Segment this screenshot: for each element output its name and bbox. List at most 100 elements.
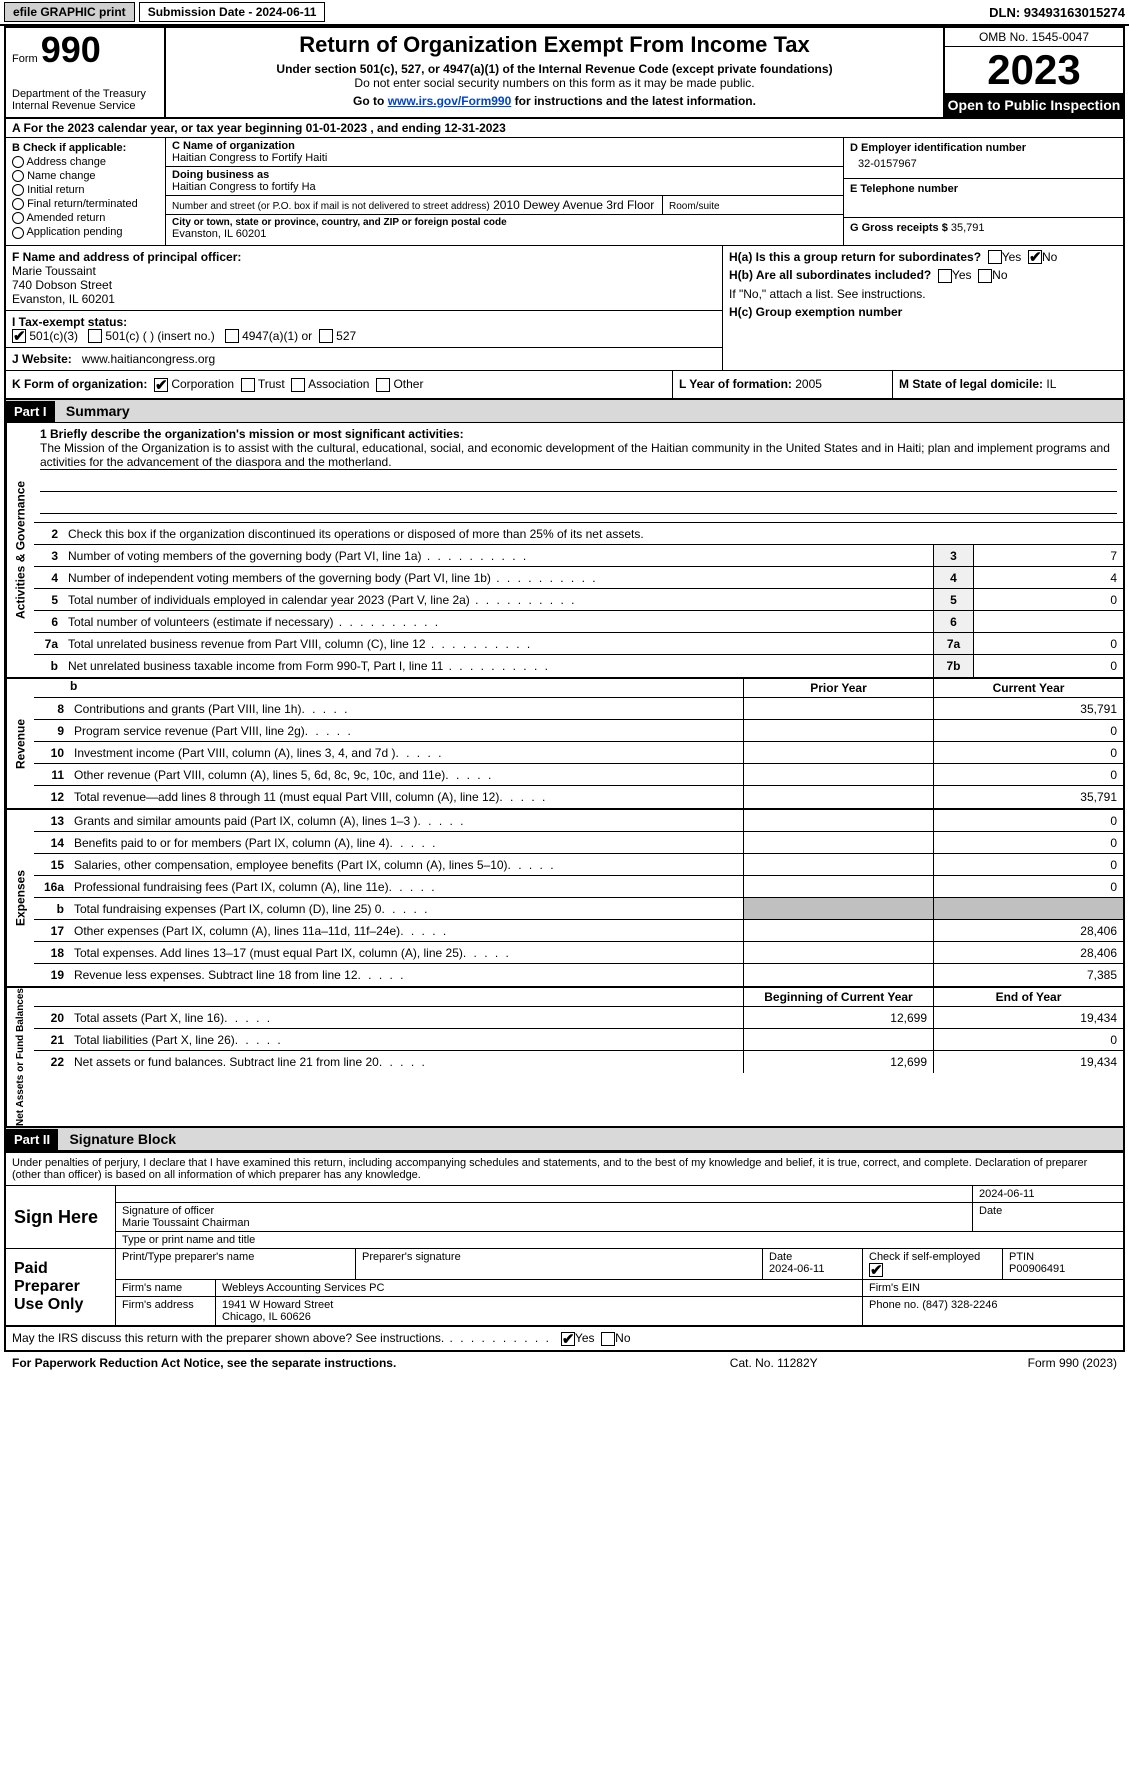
check-final[interactable]: Final return/terminated — [12, 198, 159, 210]
net-row: 21Total liabilities (Part X, line 26)0 — [34, 1029, 1123, 1051]
sig-intro: Under penalties of perjury, I declare th… — [6, 1153, 1123, 1186]
street-label: Number and street (or P.O. box if mail i… — [172, 201, 490, 212]
check-corp[interactable] — [154, 378, 168, 392]
officer-addr2: Evanston, IL 60201 — [12, 292, 115, 306]
dba-name: Haitian Congress to fortify Ha — [172, 181, 316, 193]
topbar: efile GRAPHIC print Submission Date - 20… — [0, 0, 1129, 26]
prep-sig-label: Preparer's signature — [356, 1249, 763, 1279]
check-527[interactable] — [319, 329, 333, 343]
ha-yes[interactable] — [988, 250, 1002, 264]
exp-row: 14Benefits paid to or for members (Part … — [34, 832, 1123, 854]
ha-no[interactable] — [1028, 250, 1042, 264]
check-pending[interactable]: Application pending — [12, 226, 159, 238]
dept-label: Department of the Treasury Internal Reve… — [12, 88, 158, 112]
phone-label: E Telephone number — [850, 183, 1117, 195]
may-irs-no[interactable] — [601, 1332, 615, 1346]
col-begin: Beginning of Current Year — [743, 988, 933, 1006]
subtitle-3: Go to www.irs.gov/Form990 for instructio… — [174, 94, 935, 108]
irs-link[interactable]: www.irs.gov/Form990 — [388, 94, 512, 108]
dba-label: Doing business as — [172, 169, 837, 181]
exp-row: 16aProfessional fundraising fees (Part I… — [34, 876, 1123, 898]
signature-block: Under penalties of perjury, I declare th… — [4, 1153, 1125, 1352]
firm-name-label: Firm's name — [116, 1280, 216, 1296]
side-net: Net Assets or Fund Balances — [6, 988, 34, 1126]
gov-section: Activities & Governance 1 Briefly descri… — [6, 423, 1123, 679]
subtitle-1: Under section 501(c), 527, or 4947(a)(1)… — [174, 62, 935, 76]
firm-addr-label: Firm's address — [116, 1297, 216, 1325]
header-center: Return of Organization Exempt From Incom… — [166, 28, 943, 117]
sig-date-label: Date — [973, 1203, 1123, 1231]
rev-row: 9Program service revenue (Part VIII, lin… — [34, 720, 1123, 742]
ein-value: 32-0157967 — [850, 154, 1117, 174]
col-current: Current Year — [933, 679, 1123, 697]
check-trust[interactable] — [241, 378, 255, 392]
check-4947[interactable] — [225, 329, 239, 343]
net-row: 20Total assets (Part X, line 16)12,69919… — [34, 1007, 1123, 1029]
efile-button[interactable]: efile GRAPHIC print — [4, 2, 135, 22]
paid-preparer-row: Paid Preparer Use Only Print/Type prepar… — [6, 1249, 1123, 1326]
check-address[interactable]: Address change — [12, 156, 159, 168]
check-other[interactable] — [376, 378, 390, 392]
exp-section: Expenses 13Grants and similar amounts pa… — [6, 810, 1123, 988]
gov-row: bNet unrelated business taxable income f… — [34, 655, 1123, 677]
form-title: Return of Organization Exempt From Incom… — [174, 32, 935, 58]
hc-row: H(c) Group exemption number — [729, 305, 1117, 319]
form-ref: Form 990 (2023) — [1028, 1356, 1117, 1370]
b-label: B Check if applicable: — [12, 142, 159, 154]
header-left: Form 990 Department of the Treasury Inte… — [6, 28, 166, 117]
ein-label: D Employer identification number — [850, 142, 1117, 154]
form-header: Form 990 Department of the Treasury Inte… — [6, 28, 1123, 119]
street-value: 2010 Dewey Avenue 3rd Floor — [493, 198, 654, 212]
b-checks: B Check if applicable: Address change Na… — [6, 138, 166, 245]
part1-header-row: Part I Summary — [6, 400, 1123, 423]
exp-row: 13Grants and similar amounts paid (Part … — [34, 810, 1123, 832]
check-amended[interactable]: Amended return — [12, 212, 159, 224]
k-right: M State of legal domicile: IL — [893, 371, 1123, 398]
may-irs-row: May the IRS discuss this return with the… — [6, 1326, 1123, 1350]
city-value: Evanston, IL 60201 — [172, 228, 266, 240]
row-k: K Form of organization: Corporation Trus… — [6, 371, 1123, 400]
firm-name: Webleys Accounting Services PC — [216, 1280, 863, 1296]
fh-left: F Name and address of principal officer:… — [6, 246, 723, 371]
hb-row: H(b) Are all subordinates included? Yes … — [729, 268, 1117, 283]
hb-no[interactable] — [978, 269, 992, 283]
check-501c3[interactable] — [12, 329, 26, 343]
section-b: B Check if applicable: Address change Na… — [6, 138, 1123, 246]
i-label: I Tax-exempt status: — [12, 315, 127, 329]
check-assoc[interactable] — [291, 378, 305, 392]
firm-addr2: Chicago, IL 60626 — [222, 1311, 311, 1323]
prep-check: Check if self-employed — [863, 1249, 1003, 1279]
form-frame: Form 990 Department of the Treasury Inte… — [4, 26, 1125, 1153]
gross-label: G Gross receipts $ — [850, 222, 948, 234]
firm-ein-label: Firm's EIN — [863, 1280, 1123, 1296]
paid-label: Paid Preparer Use Only — [6, 1249, 116, 1325]
city-label: City or town, state or province, country… — [172, 217, 837, 228]
hb-yes[interactable] — [938, 269, 952, 283]
check-initial[interactable]: Initial return — [12, 184, 159, 196]
rev-row: 8Contributions and grants (Part VIII, li… — [34, 698, 1123, 720]
form-label: Form — [12, 53, 38, 65]
open-inspection: Open to Public Inspection — [945, 93, 1123, 117]
b-right: D Employer identification number 32-0157… — [843, 138, 1123, 245]
check-name[interactable]: Name change — [12, 170, 159, 182]
org-name: Haitian Congress to Fortify Haiti — [172, 152, 327, 164]
sig-officer-label: Signature of officer — [122, 1205, 214, 1217]
rev-head: b Prior Year Current Year — [34, 679, 1123, 698]
paperwork-notice: For Paperwork Reduction Act Notice, see … — [12, 1356, 520, 1370]
k-left: K Form of organization: Corporation Trus… — [6, 371, 673, 398]
may-irs-yes[interactable] — [561, 1332, 575, 1346]
f-label: F Name and address of principal officer: — [12, 250, 241, 264]
room-label: Room/suite — [669, 201, 720, 212]
dln-label: DLN: 93493163015274 — [989, 5, 1125, 20]
col-prior: Prior Year — [743, 679, 933, 697]
sig-type-label: Type or print name and title — [116, 1232, 1123, 1248]
side-gov: Activities & Governance — [6, 423, 34, 677]
check-501c[interactable] — [88, 329, 102, 343]
q1-label: 1 Briefly describe the organization's mi… — [40, 427, 1117, 441]
ha-row: H(a) Is this a group return for subordin… — [729, 250, 1117, 265]
goto-pre: Go to — [353, 94, 388, 108]
gov-row: 5Total number of individuals employed in… — [34, 589, 1123, 611]
sign-here-row: Sign Here 2024-06-11 Signature of office… — [6, 1186, 1123, 1249]
part2-header: Part II — [6, 1129, 58, 1150]
footer: For Paperwork Reduction Act Notice, see … — [4, 1352, 1125, 1374]
